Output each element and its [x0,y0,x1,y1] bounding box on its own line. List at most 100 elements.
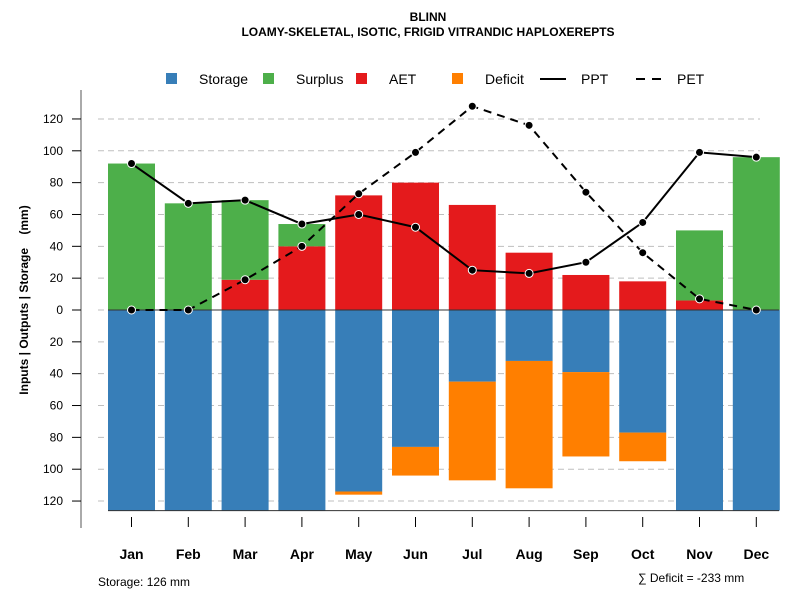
bar-surplus [164,203,212,310]
ppt-point [354,209,364,219]
legend-swatch-deficit [452,73,463,84]
deficit-note: ∑ Deficit = -233 mm [638,571,744,585]
x-tick-label: Jul [462,546,482,562]
ppt-point [524,268,534,278]
bar-surplus [732,157,780,310]
bar-storage [164,310,212,511]
pet-point [183,305,193,315]
bar-storage [335,310,383,492]
ppt-point [467,265,477,275]
bar-aet [221,279,269,310]
x-tick-label: Feb [176,546,201,562]
pet-point [240,275,250,285]
ppt-point [751,152,761,162]
bar-storage [562,310,610,373]
storage-note: Storage: 126 mm [98,575,190,589]
ppt-point [127,159,136,169]
bar-storage [676,310,723,511]
legend: Storage Surplus AET Deficit PPT PET [166,71,705,87]
pet-point [297,241,307,251]
y-tick-label: 0 [56,303,63,317]
x-tick-label: Nov [686,546,713,562]
y-tick-label: 100 [43,144,63,158]
bar-surplus [278,224,326,247]
ppt-point [581,257,591,267]
ppt-point [411,222,420,232]
ppt-point [638,217,648,227]
bar-storage [108,310,155,511]
x-tick-label: May [345,546,372,562]
x-tick-label: Jun [403,546,428,562]
y-tick-label: 60 [50,207,64,221]
bar-storage [278,310,326,511]
bar-deficit [335,491,383,495]
pet-point [581,187,591,197]
bar-storage [221,310,269,511]
pet-point [638,248,648,258]
legend-swatch-storage [166,73,177,84]
y-tick-label: 120 [43,112,63,126]
bar-aet [505,252,553,310]
legend-label-storage: Storage [199,71,248,87]
ppt-point [240,195,250,205]
bar-deficit [619,432,667,462]
bar-deficit [392,446,439,476]
y-tick-label: 80 [50,430,64,444]
pet-point [695,294,704,304]
legend-swatch-aet [356,73,367,84]
x-tick-label: Oct [631,546,655,562]
bar-storage [619,310,667,433]
legend-swatch-surplus [263,73,274,84]
y-tick-label: 20 [50,335,64,349]
y-tick-label: 60 [50,399,64,413]
y-tick-label: 80 [50,176,64,190]
bars [108,157,780,512]
x-tick-label: Mar [233,546,258,562]
y-tick-label: 100 [43,462,63,476]
bar-deficit [505,360,553,489]
y-tick-label: 40 [50,239,64,253]
pet-point [467,101,477,111]
bar-aet [562,274,610,310]
legend-label-pet: PET [677,71,705,87]
pet-point [524,120,534,130]
bar-deficit [562,372,610,457]
pet-point [127,305,136,315]
y-tick-label: 20 [50,271,64,285]
x-tick-label: Jan [119,546,143,562]
x-tick-label: Sep [573,546,599,562]
y-tick-label: 120 [43,494,63,508]
legend-label-surplus: Surplus [296,71,343,87]
bar-surplus [676,230,723,301]
bar-aet [676,300,723,310]
lines [127,101,761,315]
ppt-point [183,198,193,208]
pet-point [411,147,420,157]
bar-storage [505,310,553,361]
legend-label-deficit: Deficit [485,71,524,87]
bar-storage [448,310,496,382]
bar-aet [619,281,667,310]
chart-title: BLINN [410,10,447,24]
x-tick-label: Apr [290,546,315,562]
ppt-point [297,219,307,229]
ppt-point [695,147,704,157]
legend-label-aet: AET [389,71,417,87]
y-axis-label: Inputs | Outputs | Storage (mm) [17,205,31,394]
bar-storage [392,310,439,447]
pet-point [751,305,761,315]
bar-aet [392,182,439,310]
ppt-line [130,151,757,275]
chart-subtitle: LOAMY-SKELETAL, ISOTIC, FRIGID VITRANDIC… [241,25,614,39]
bar-surplus [221,200,269,280]
bar-storage [732,310,780,511]
axes: 120 100 80 60 40 20 0 20 40 60 80 100 120 Jan Feb Mar Ap… [43,90,769,562]
bar-surplus [108,163,155,310]
pet-point [354,189,364,199]
y-tick-label: 40 [50,367,64,381]
x-tick-label: Aug [515,546,542,562]
legend-label-ppt: PPT [581,71,609,87]
bar-aet [278,246,326,310]
bar-deficit [448,381,496,481]
